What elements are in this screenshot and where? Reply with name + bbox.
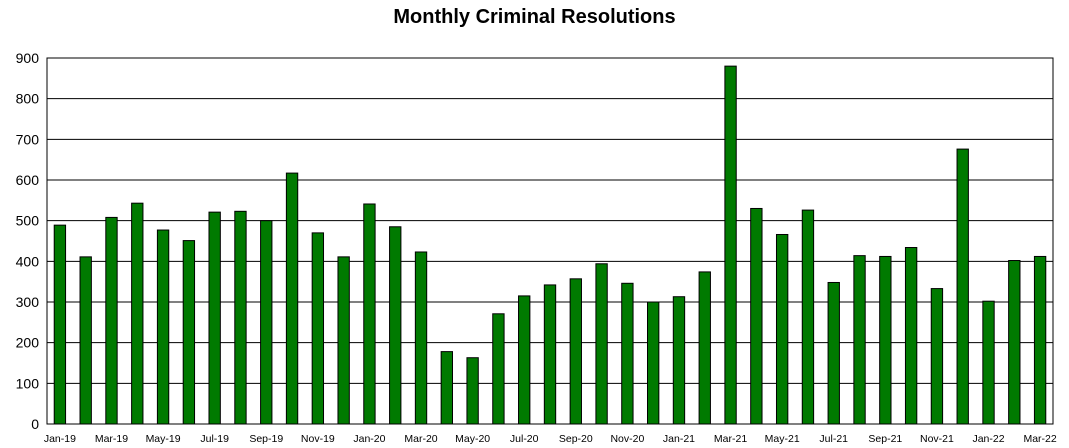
x-tick-label: Nov-19 [301,433,335,445]
bar [492,313,505,425]
bar [827,281,840,425]
bar [724,65,737,425]
bar [672,296,686,425]
y-tick-label: 500 [16,213,40,229]
chart-title: Monthly Criminal Resolutions [393,6,676,28]
x-tick-label: Jan-19 [44,433,76,445]
x-tick-label: Mar-22 [1023,433,1056,445]
bar [131,202,144,425]
x-tick-label: Jul-20 [510,433,539,445]
x-tick-label: Nov-20 [610,433,644,445]
bar [234,210,247,425]
bar [930,288,944,425]
bar [440,351,453,425]
y-tick-label: 900 [16,50,40,66]
bar [750,207,763,425]
x-tick-label: Sep-20 [559,433,593,445]
x-tick-label: Mar-19 [95,433,128,445]
x-tick-label: Sep-21 [868,433,902,445]
bar [982,300,995,425]
bar [853,255,866,425]
x-tick-label: Sep-19 [249,433,283,445]
x-tick-label: Mar-21 [714,433,747,445]
bar [156,229,170,425]
bar [466,357,479,425]
x-tick-label: May-20 [455,433,490,445]
x-tick-label: Jul-21 [819,433,848,445]
bar [775,233,789,425]
bar [260,220,273,425]
bar [1008,260,1021,425]
x-tick-label: Jan-20 [353,433,385,445]
x-tick-label: Nov-21 [920,433,954,445]
bar [543,284,557,425]
bar [414,251,428,425]
y-tick-label: 300 [16,294,40,310]
bar [698,271,711,425]
bar [311,232,325,425]
bar [285,172,299,425]
x-tick-label: Jul-19 [200,433,229,445]
bar [569,278,582,425]
bar [363,203,376,425]
x-tick-label: May-21 [765,433,800,445]
bar [105,216,118,425]
bar [904,247,918,425]
bar [53,224,67,425]
bar [879,255,892,425]
y-tick-label: 200 [16,335,40,351]
y-tick-label: 600 [16,172,40,188]
bar [801,209,815,425]
x-tick-label: Jan-21 [663,433,695,445]
bar [208,211,221,425]
y-tick-label: 0 [31,416,39,432]
bar [79,256,92,425]
bar [595,263,608,425]
x-tick-label: Jan-22 [972,433,1004,445]
bar [182,240,196,425]
bar [956,148,969,425]
x-tick-label: Mar-20 [404,433,437,445]
bar [621,282,634,425]
bar [337,256,350,425]
bar [647,301,660,425]
bar [518,295,531,425]
y-tick-label: 800 [16,91,40,107]
y-tick-label: 700 [16,131,40,147]
bar [389,226,402,425]
y-tick-label: 400 [16,253,40,269]
y-tick-label: 100 [16,375,40,391]
x-tick-label: May-19 [146,433,181,445]
bar [1033,255,1047,425]
